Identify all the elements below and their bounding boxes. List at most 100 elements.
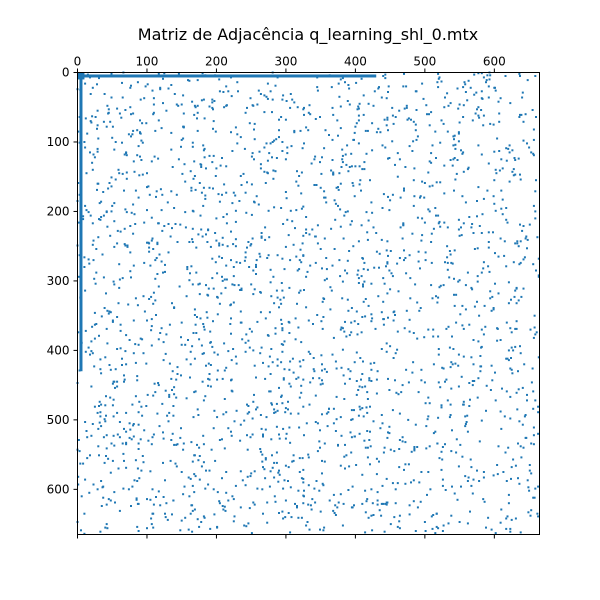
matrix-entry — [300, 192, 303, 195]
matrix-entry — [284, 499, 287, 502]
matrix-entry — [316, 224, 319, 227]
matrix-entry — [319, 510, 322, 513]
matrix-entry — [249, 436, 252, 439]
matrix-entry — [478, 440, 481, 443]
matrix-entry — [382, 193, 385, 196]
matrix-entry — [192, 177, 195, 180]
matrix-entry — [427, 328, 430, 331]
matrix-entry — [449, 253, 452, 256]
matrix-entry — [430, 161, 433, 164]
matrix-entry — [430, 284, 433, 287]
matrix-entry — [111, 136, 114, 139]
matrix-entry — [284, 118, 287, 121]
matrix-entry — [350, 418, 353, 421]
x-tick-label: 0 — [74, 55, 82, 69]
matrix-entry — [199, 214, 202, 217]
matrix-entry — [350, 451, 353, 454]
matrix-entry — [96, 411, 99, 414]
matrix-entry — [281, 350, 284, 353]
matrix-entry — [362, 300, 365, 303]
matrix-entry — [191, 241, 194, 243]
matrix-entry — [240, 184, 243, 186]
matrix-entry — [99, 358, 102, 361]
matrix-entry — [196, 408, 199, 411]
matrix-entry — [440, 80, 443, 83]
matrix-entry — [171, 432, 174, 435]
matrix-entry — [447, 325, 450, 328]
matrix-entry — [323, 442, 326, 445]
matrix-entry — [212, 320, 214, 323]
matrix-entry — [456, 159, 459, 161]
matrix-entry — [216, 369, 219, 372]
matrix-entry — [288, 286, 291, 289]
matrix-entry — [269, 281, 272, 284]
matrix-entry — [161, 229, 164, 232]
matrix-entry — [389, 250, 392, 252]
matrix-entry — [263, 94, 266, 97]
matrix-entry — [259, 450, 262, 453]
matrix-entry — [446, 245, 449, 248]
matrix-entry — [297, 376, 300, 379]
matrix-entry — [146, 498, 148, 501]
matrix-entry — [207, 362, 210, 365]
matrix-entry — [445, 378, 448, 381]
matrix-entry — [452, 135, 455, 138]
matrix-entry — [280, 361, 283, 364]
matrix-entry — [234, 220, 237, 223]
matrix-entry — [152, 394, 155, 397]
matrix-entry — [507, 502, 510, 505]
matrix-entry — [338, 95, 341, 98]
matrix-entry — [97, 182, 100, 185]
matrix-entry — [532, 138, 535, 141]
matrix-entry — [116, 316, 119, 318]
matrix-entry — [375, 378, 378, 381]
matrix-entry — [404, 482, 407, 485]
matrix-entry — [200, 465, 203, 468]
matrix-entry — [398, 412, 401, 415]
matrix-entry — [350, 220, 353, 223]
matrix-entry — [89, 93, 92, 95]
matrix-entry — [244, 341, 247, 344]
matrix-entry — [429, 488, 432, 491]
matrix-entry — [300, 477, 303, 480]
matrix-entry — [309, 113, 312, 116]
matrix-entry — [80, 495, 83, 498]
matrix-entry — [505, 321, 508, 324]
matrix-entry — [391, 193, 394, 196]
matrix-entry — [308, 528, 311, 531]
matrix-entry — [397, 393, 400, 396]
matrix-entry — [100, 315, 103, 318]
matrix-entry — [288, 332, 291, 334]
matrix-entry — [535, 116, 537, 118]
matrix-entry — [462, 116, 465, 118]
matrix-entry — [207, 384, 210, 387]
matrix-entry — [77, 475, 80, 478]
matrix-entry — [356, 273, 359, 276]
matrix-entry — [150, 239, 153, 242]
matrix-entry — [405, 104, 408, 107]
matrix-entry — [460, 234, 463, 237]
matrix-entry — [428, 445, 431, 448]
matrix-entry — [440, 406, 443, 409]
matrix-entry — [517, 370, 519, 373]
matrix-entry — [125, 152, 128, 155]
matrix-entry — [480, 328, 483, 331]
matrix-entry — [466, 522, 469, 525]
matrix-entry — [487, 231, 490, 234]
matrix-entry — [118, 112, 121, 115]
matrix-entry — [194, 390, 197, 393]
matrix-entry — [191, 141, 194, 144]
matrix-entry — [268, 390, 271, 393]
y-tick-label: 600 — [47, 482, 70, 496]
matrix-entry — [96, 147, 99, 150]
matrix-entry — [212, 287, 215, 290]
matrix-entry — [405, 272, 408, 275]
matrix-entry — [436, 442, 439, 445]
matrix-entry — [225, 85, 228, 88]
matrix-entry — [476, 200, 478, 202]
matrix-entry — [125, 443, 128, 446]
matrix-entry — [387, 377, 389, 380]
matrix-entry — [403, 72, 405, 75]
matrix-entry — [357, 240, 360, 243]
matrix-entry — [396, 262, 399, 265]
